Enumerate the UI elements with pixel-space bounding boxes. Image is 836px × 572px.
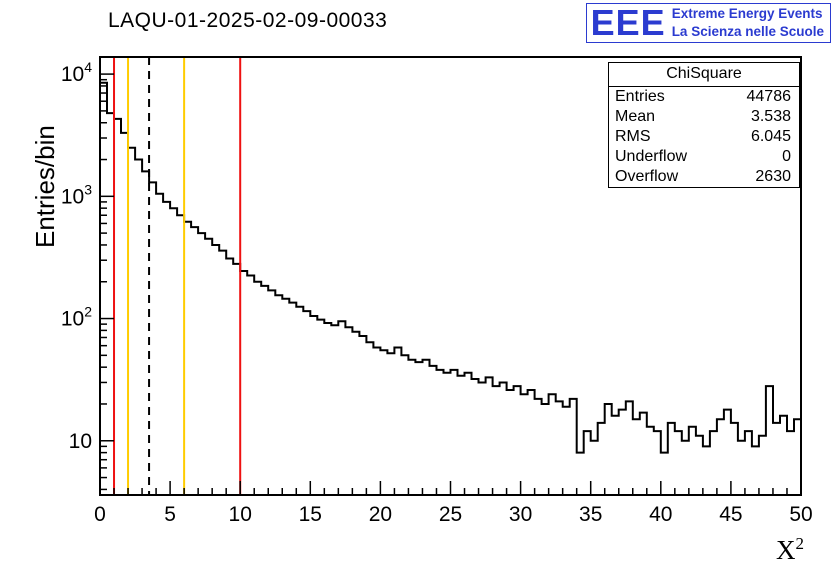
y-axis-title: Entries/bin <box>30 125 60 248</box>
stats-value: 3.538 <box>750 108 791 125</box>
x-tick-label: 10 <box>229 503 252 526</box>
y-axis-ticks: 10 102 103 104 <box>61 59 114 491</box>
x-axis-title-exponent: 2 <box>795 534 805 553</box>
eee-logo-letters: EEE <box>590 2 666 43</box>
stats-label: RMS <box>615 128 651 145</box>
stats-box: ChiSquare Entries 44786 Mean 3.538 RMS 6… <box>608 62 800 188</box>
stats-label: Underflow <box>615 148 688 165</box>
stats-value: 0 <box>782 148 791 165</box>
stats-value: 2630 <box>755 168 791 185</box>
stats-title: ChiSquare <box>609 63 799 87</box>
x-tick-label: 45 <box>719 503 742 526</box>
eee-logo-line1: Extreme Energy Events <box>671 6 823 22</box>
x-tick-label: 20 <box>369 503 392 526</box>
stats-value: 44786 <box>746 88 792 105</box>
x-tick-label: 35 <box>579 503 602 526</box>
cut-lines <box>113 57 242 495</box>
stats-row-overflow: Overflow 2630 <box>609 167 799 187</box>
y-tick-label: 104 <box>61 59 92 86</box>
stats-label: Mean <box>615 108 656 125</box>
eee-logo-text: Extreme Energy Events La Scienza nelle S… <box>672 5 824 40</box>
eee-logo: EEE Extreme Energy Events La Scienza nel… <box>585 2 831 43</box>
x-axis-title: X2 <box>776 534 804 566</box>
x-tick-label: 50 <box>789 503 812 526</box>
y-tick-label: 102 <box>61 304 92 331</box>
stats-value: 6.045 <box>750 128 791 145</box>
stats-row-underflow: Underflow 0 <box>609 147 799 167</box>
x-axis-title-base: X <box>776 535 796 565</box>
y-tick-label: 103 <box>61 181 92 208</box>
stats-label: Overflow <box>615 168 679 185</box>
histogram-step-line <box>100 81 801 454</box>
stats-label: Entries <box>615 88 665 105</box>
x-tick-label: 25 <box>439 503 462 526</box>
x-tick-label: 5 <box>164 503 176 526</box>
x-tick-label: 40 <box>649 503 672 526</box>
x-tick-label: 30 <box>509 503 532 526</box>
x-axis-ticks: 0 5 10 15 20 25 30 35 40 45 50 <box>94 481 813 526</box>
plot-title: LAQU-01-2025-02-09-00033 <box>108 9 388 32</box>
eee-logo-line2: La Scienza nelle Scuole <box>671 24 824 39</box>
y-tick-label: 10 <box>69 430 92 453</box>
stats-row-rms: RMS 6.045 <box>609 127 799 147</box>
x-tick-label: 0 <box>94 503 106 526</box>
x-tick-label: 15 <box>299 503 322 526</box>
stats-row-entries: Entries 44786 <box>609 87 799 107</box>
stats-row-mean: Mean 3.538 <box>609 107 799 127</box>
